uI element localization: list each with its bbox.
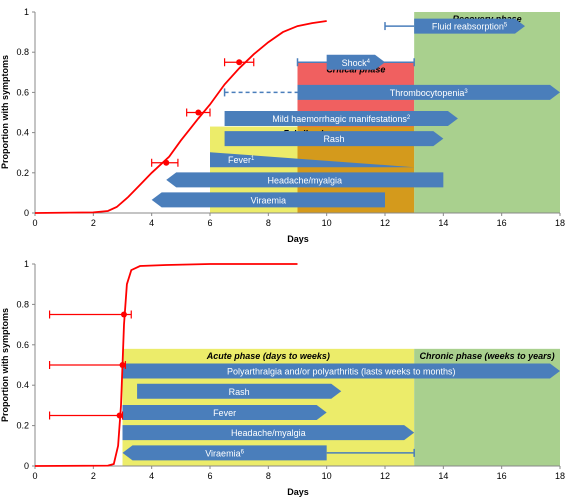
x-tick-label: 2 [91, 471, 96, 481]
x-tick-label: 6 [207, 218, 212, 228]
x-tick-label: 0 [32, 218, 37, 228]
x-tick-label: 16 [497, 471, 507, 481]
symptom-arrows: Fluid reabsorption5 Shock4 Thrombocytopeni… [151, 18, 560, 208]
symptom-arrow [210, 152, 415, 168]
symptom-arrow-label: Polyarthralgia and/or polyarthritis (las… [227, 367, 456, 377]
y-tick-label: 0.6 [16, 340, 29, 350]
chart-chikungunya: Acute phase (days to weeks) Chronic phase… [0, 259, 565, 497]
symptom-arrow [414, 18, 525, 34]
series-line [34, 20, 327, 214]
x-tick-label: 8 [266, 471, 271, 481]
symptom-arrow-label: Fever [213, 408, 236, 418]
symptom-arrow [166, 172, 444, 188]
x-tick-label: 12 [380, 471, 390, 481]
x-tick-label: 10 [322, 218, 332, 228]
y-tick-label: 0 [24, 461, 29, 471]
y-tick-label: 0.4 [16, 380, 29, 390]
data-point [163, 159, 170, 166]
y-axis-title: Proportion with symptoms [0, 55, 10, 169]
symptom-arrow [137, 383, 342, 399]
y-tick-label: 0.2 [16, 421, 29, 431]
y-tick-label: 1 [24, 259, 29, 269]
symptom-arrow-label: Rash [323, 134, 344, 144]
symptom-arrow-label: Headache/myalgia [231, 428, 306, 438]
axes: 0 2 4 6 8 10 12 14 16 18 0 0.2 0.4 0.6 0.8 1 Days Proport… [0, 7, 565, 244]
x-tick-label: 0 [32, 471, 37, 481]
symptom-arrow [151, 192, 385, 208]
data-point [116, 412, 123, 419]
symptom-arrow-label: Rash [229, 387, 250, 397]
symptom-arrow-label: Fever1 [228, 155, 255, 165]
symptom-arrow [224, 111, 458, 127]
x-tick-label: 12 [380, 218, 390, 228]
symptom-arrow-label: Viraemia6 [205, 448, 244, 458]
x-tick-label: 14 [438, 471, 448, 481]
phase-label: Chronic phase (weeks to years) [420, 351, 555, 361]
x-tick-label: 14 [438, 218, 448, 228]
symptom-arrow-label: Fluid reabsorption5 [432, 22, 508, 32]
y-tick-label: 0.6 [16, 87, 29, 97]
symptom-arrow [224, 131, 444, 147]
symptom-arrow-label: Headache/myalgia [268, 175, 343, 185]
data-point [236, 59, 243, 66]
x-tick-label: 4 [149, 471, 154, 481]
x-axis-title: Days [287, 234, 309, 244]
data-point [195, 109, 202, 116]
symptom-arrows: Polyarthralgia and/or polyarthritis (las… [122, 363, 560, 461]
y-tick-label: 0.2 [16, 168, 29, 178]
series-line [34, 263, 298, 467]
x-tick-label: 18 [555, 218, 565, 228]
symptom-arrow [122, 425, 415, 441]
y-tick-label: 0 [24, 208, 29, 218]
symptom-arrow [122, 363, 560, 379]
x-tick-label: 2 [91, 218, 96, 228]
y-tick-label: 1 [24, 7, 29, 17]
axes: 0 2 4 6 8 10 12 14 16 18 0 0.2 0.4 0.6 0.8 1 Days Proport… [0, 259, 565, 497]
x-tick-label: 10 [322, 471, 332, 481]
x-tick-label: 8 [266, 218, 271, 228]
symptom-arrow [122, 445, 327, 461]
x-tick-label: 18 [555, 471, 565, 481]
y-tick-label: 0.8 [16, 47, 29, 57]
y-tick-label: 0.8 [16, 299, 29, 309]
symptom-arrow [297, 84, 560, 100]
y-tick-label: 0.4 [16, 128, 29, 138]
x-tick-label: 16 [497, 218, 507, 228]
data-point [119, 362, 126, 368]
x-axis-title: Days [287, 487, 309, 497]
data-point [120, 311, 127, 318]
x-tick-label: 4 [149, 218, 154, 228]
y-axis-title: Proportion with symptoms [0, 308, 10, 422]
symptom-arrow-label: Shock4 [342, 58, 371, 68]
phase-label: Acute phase (days to weeks) [206, 351, 330, 361]
symptom-arrow-label: Thrombocytopenia3 [390, 88, 469, 98]
x-tick-label: 6 [207, 471, 212, 481]
symptom-arrow-label: Mild haemorrhagic manifestations2 [272, 114, 411, 124]
symptom-arrow [122, 404, 327, 420]
chart-dengue: Febrile phaseCritical phaseRecovery phas… [0, 7, 565, 244]
symptom-arrow-label: Viraemia [251, 195, 286, 205]
